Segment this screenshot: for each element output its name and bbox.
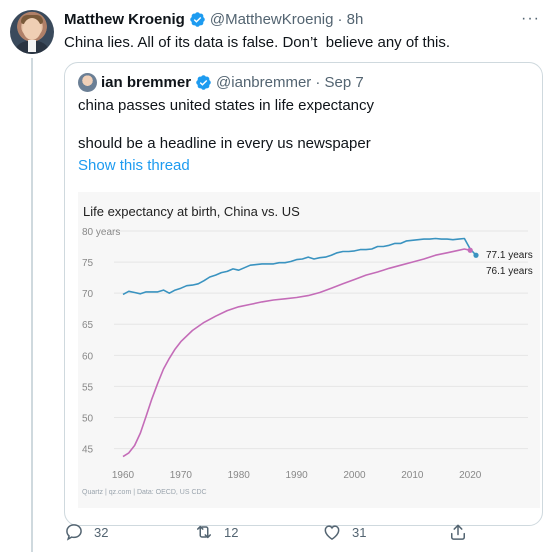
- verified-badge-icon: [196, 75, 211, 90]
- quoted-author-handle: @ianbremmer: [216, 74, 312, 91]
- retweet-button[interactable]: 12: [194, 522, 238, 542]
- verified-badge-icon: [190, 12, 205, 27]
- quoted-tweet-header: ian bremmer @ianbremmer · Sep 7: [101, 74, 364, 91]
- retweet-count: 12: [224, 524, 239, 540]
- tweet-header: Matthew Kroenig @MatthewKroenig · 8h: [64, 11, 363, 28]
- more-dots-icon[interactable]: ···: [521, 10, 540, 27]
- quoted-text-line-1: china passes united states in life expec…: [78, 97, 375, 114]
- thread-line: [31, 58, 33, 552]
- x-tick-label: 1960: [112, 470, 135, 481]
- retweet-icon: [197, 525, 211, 539]
- quoted-text-line-2: should be a headline in every us newspap…: [78, 135, 371, 152]
- us-end-point: [473, 252, 479, 258]
- heart-icon: [324, 525, 340, 540]
- author-handle[interactable]: @MatthewKroenig: [209, 11, 334, 28]
- like-count: 31: [352, 524, 367, 540]
- y-tick-label: 50: [82, 413, 94, 424]
- end-labels: 77.1 years 76.1 years: [486, 250, 533, 277]
- life-expectancy-chart: Life expectancy at birth, China vs. US 4…: [82, 204, 533, 496]
- reply-count: 32: [94, 524, 109, 540]
- y-tick-label: 55: [82, 382, 94, 393]
- china-end-point: [467, 247, 473, 253]
- x-tick-label: 2000: [343, 470, 366, 481]
- quoted-tweet-time: · Sep 7: [315, 74, 364, 91]
- x-axis-ticks: 1960 1970 1980 1990 2000 2010 2020: [112, 470, 482, 481]
- reply-button[interactable]: 32: [64, 522, 108, 542]
- show-thread-link[interactable]: Show this thread: [78, 157, 190, 174]
- end-label: 77.1 years: [486, 250, 533, 261]
- us-series-line: [122, 237, 477, 296]
- y-tick-label: 75: [82, 258, 94, 269]
- x-tick-label: 2020: [459, 470, 482, 481]
- chart-title: Life expectancy at birth, China vs. US: [83, 204, 300, 219]
- y-tick-label: 70: [82, 289, 94, 300]
- y-tick-label: 45: [82, 445, 94, 456]
- y-tick-label: 60: [82, 351, 94, 362]
- like-button[interactable]: 31: [322, 522, 366, 542]
- y-axis-ticks: 45 50 55 60 65 70 75 80 years: [82, 227, 120, 456]
- tweet-text: China lies. All of its data is false. Do…: [64, 34, 451, 51]
- y-tick-label: 80 years: [82, 227, 120, 238]
- quoted-author-name: ian bremmer: [101, 74, 192, 91]
- x-tick-label: 1990: [285, 470, 308, 481]
- tweet-time[interactable]: · 8h: [337, 11, 364, 28]
- quoted-tweet[interactable]: [64, 62, 543, 526]
- y-tick-label: 65: [82, 320, 94, 331]
- end-label: 76.1 years: [486, 266, 533, 277]
- x-tick-label: 1980: [228, 470, 251, 481]
- china-series-line: [122, 248, 471, 458]
- chart-series: [122, 237, 479, 458]
- x-tick-label: 2010: [401, 470, 424, 481]
- quoted-author-avatar: [78, 73, 97, 92]
- chart-source: Quartz | qz.com | Data: OECD, US CDC: [82, 489, 207, 496]
- chart-card[interactable]: Life expectancy at birth, China vs. US 4…: [78, 192, 540, 508]
- chart-gridlines: [114, 230, 528, 450]
- share-button[interactable]: [448, 522, 468, 542]
- share-icon: [451, 524, 465, 540]
- author-name[interactable]: Matthew Kroenig: [64, 11, 185, 28]
- x-tick-label: 1970: [170, 470, 193, 481]
- reply-icon: [66, 524, 82, 541]
- author-avatar[interactable]: [10, 10, 54, 54]
